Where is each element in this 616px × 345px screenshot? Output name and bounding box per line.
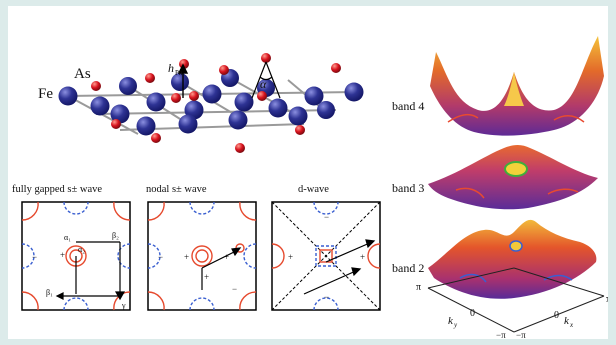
kx-pi-label: π: [606, 294, 608, 305]
scattering-arrows: [303, 239, 376, 295]
minus-sign: −: [232, 284, 237, 294]
node-lines: [271, 201, 381, 311]
panel-fully-gapped: fully gapped s± wave α₁ α₂ β₂ β₁ γ +: [12, 184, 131, 311]
panel-title: d-wave: [298, 184, 329, 195]
figure-frame: Fe As h Pn α fully gapped s± wave: [8, 6, 608, 339]
band-3-contour: [547, 188, 579, 195]
fe-label: Fe: [38, 86, 53, 102]
figure-canvas: Fe As h Pn α fully gapped s± wave: [12, 36, 608, 339]
lattice-diagram: Fe As h Pn α: [38, 53, 364, 153]
band-3-label: band 3: [392, 181, 424, 195]
ky-pi-label: π: [416, 282, 421, 293]
kx-subscript: x: [569, 321, 574, 329]
plus-sign: +: [204, 272, 209, 282]
band-2-label: band 2: [392, 261, 424, 275]
momentum-axes: [427, 267, 605, 333]
angle-marker: [251, 61, 281, 99]
height-subscript: Pn: [175, 69, 183, 77]
origin-neg-pi-label: −π: [496, 330, 506, 339]
minus-sign: −: [32, 252, 37, 262]
origin-neg-pi-label: −π: [516, 330, 526, 339]
band-2-peak: [509, 240, 523, 252]
beta1-label: β₁: [46, 288, 53, 297]
angle-label: α: [260, 77, 267, 91]
band-4-contour: [553, 115, 585, 123]
minus-sign: −: [324, 292, 329, 302]
plus-sign: +: [360, 252, 365, 262]
ky-zero-label: 0: [470, 308, 475, 319]
scattering-arrows: [201, 247, 242, 290]
alpha2-label: α₂: [78, 245, 85, 254]
band-3-peak: [504, 161, 528, 177]
kx-label: k: [564, 315, 570, 327]
plus-sign: +: [184, 252, 189, 262]
band-2-mesh: [428, 219, 597, 299]
band-2-contour: [543, 274, 573, 281]
scattering-arrows: [55, 241, 126, 301]
band-3-mesh: [428, 145, 598, 210]
band-4-peak: [504, 72, 524, 106]
height-arrow: [177, 63, 189, 98]
band-2-contour: [459, 273, 487, 283]
fe-atoms: [58, 69, 364, 136]
as-label: As: [74, 66, 91, 82]
minus-sign: −: [158, 252, 163, 262]
band-2-surface: [428, 219, 597, 299]
height-label: h: [168, 61, 174, 75]
ky-subscript: y: [453, 321, 458, 329]
plus-sign: +: [224, 252, 229, 262]
kx-zero-label: 0: [554, 310, 559, 321]
panel-d-wave: d-wave + + − −: [271, 184, 381, 311]
band-3-surface: [428, 145, 598, 210]
beta2-label: β₂: [112, 231, 119, 240]
band-4-label: band 4: [392, 99, 424, 113]
as-atoms: [91, 53, 341, 153]
brillouin-zone: [147, 201, 257, 311]
fermi-pockets: [271, 201, 381, 311]
plus-sign: +: [288, 252, 293, 262]
band-4-surface: [430, 36, 604, 136]
band-3-contour: [455, 187, 485, 199]
panel-title: nodal s± wave: [146, 184, 207, 195]
ky-label: k: [448, 315, 454, 327]
panel-title: fully gapped s± wave: [12, 184, 102, 195]
minus-sign: −: [324, 212, 329, 222]
panel-nodal: nodal s± wave + + + − −: [146, 184, 257, 311]
plus-sign: +: [60, 250, 65, 260]
band-4-contour: [447, 113, 479, 123]
alpha1-label: α₁: [64, 233, 71, 242]
gamma-label: γ: [121, 301, 126, 310]
